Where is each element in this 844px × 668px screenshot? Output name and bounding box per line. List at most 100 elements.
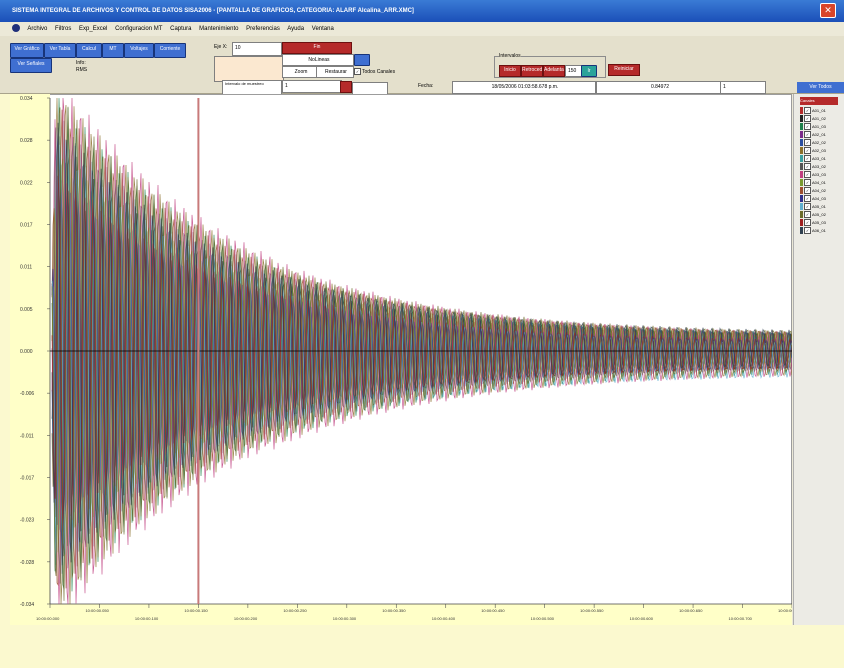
go-button[interactable]: Ir	[581, 65, 597, 77]
legend-item[interactable]: ✓ A02_01	[800, 131, 842, 139]
legend-checkbox[interactable]: ✓	[804, 203, 811, 211]
menu-item-ayuda[interactable]: Ayuda	[287, 26, 305, 32]
currents-button[interactable]: Corriente	[154, 43, 186, 58]
calc-button[interactable]: Calcul	[76, 43, 102, 58]
reset-button[interactable]: Reiniciar	[608, 64, 640, 76]
axis-filter-select[interactable]: 10	[232, 42, 282, 56]
y-tick-label: 0.000	[20, 349, 33, 355]
legend-label: A04_02	[812, 188, 826, 193]
legend-item[interactable]: ✓ A06_01	[800, 227, 842, 235]
legend-label: A06_01	[812, 228, 826, 233]
legend-checkbox[interactable]: ✓	[804, 195, 811, 203]
x-tick-label: 10:00:00.700	[729, 616, 753, 621]
restore-button[interactable]: Restaurar	[316, 66, 354, 78]
sampling-select[interactable]: 1	[282, 80, 342, 93]
view-all-button[interactable]: Ver Todos	[797, 82, 844, 93]
legend-checkbox[interactable]: ✓	[804, 139, 811, 147]
sampling-interval-field[interactable]: Intervalo de muestreo	[222, 80, 282, 95]
legend-checkbox[interactable]: ✓	[804, 211, 811, 219]
legend-item[interactable]: ✓ A05_03	[800, 219, 842, 227]
legend-checkbox[interactable]: ✓	[804, 147, 811, 155]
start-button[interactable]: Inicio	[499, 65, 521, 77]
y-tick-label: -0.034	[20, 602, 34, 608]
legend-item[interactable]: ✓ A05_02	[800, 211, 842, 219]
legend-item[interactable]: ✓ A01_03	[800, 123, 842, 131]
legend-item[interactable]: ✓ A01_02	[800, 115, 842, 123]
legend-checkbox[interactable]: ✓	[804, 179, 811, 187]
legend-item[interactable]: ✓ A03_01	[800, 155, 842, 163]
menu-item-mantenimiento[interactable]: Mantenimiento	[199, 26, 239, 32]
legend-item[interactable]: ✓ A02_03	[800, 147, 842, 155]
legend-checkbox[interactable]: ✓	[804, 163, 811, 171]
view-table-button[interactable]: Ver Tabla	[44, 43, 76, 58]
menu-item-preferencias[interactable]: Preferencias	[246, 26, 280, 32]
voltages-button[interactable]: Voltajes	[124, 43, 154, 58]
sampling-red-button[interactable]	[340, 81, 352, 93]
legend-swatch	[800, 203, 803, 210]
legend-checkbox[interactable]: ✓	[804, 227, 811, 235]
y-tick-label: 0.034	[20, 96, 33, 102]
axis-filter-label: Eje X:	[214, 44, 228, 50]
waveform-chart[interactable]: 0.034 0.028 0.022 0.017 0.011 0.005 0.000 -0.00…	[10, 94, 792, 625]
legend-checkbox[interactable]: ✓	[804, 115, 811, 123]
x-tick-label: 10:00:00.600	[630, 616, 654, 621]
y-tick-label: -0.028	[20, 560, 34, 566]
y-tick-label: -0.023	[20, 518, 34, 524]
legend-checkbox[interactable]: ✓	[804, 131, 811, 139]
legend-checkbox[interactable]: ✓	[804, 155, 811, 163]
legend-swatch	[800, 163, 803, 170]
legend-item[interactable]: ✓ A03_03	[800, 171, 842, 179]
legend-checkbox[interactable]: ✓	[804, 187, 811, 195]
all-channels-checkbox[interactable]: ✓ Todos Canales	[354, 68, 396, 75]
view-signals-button[interactable]: Ver Señales	[10, 58, 52, 73]
left-margin	[0, 94, 10, 625]
channel-select[interactable]: 1	[720, 81, 766, 94]
forward-button[interactable]: Adelantar	[543, 65, 565, 77]
legend-item[interactable]: ✓ A04_02	[800, 187, 842, 195]
legend-item[interactable]: ✓ A02_02	[800, 139, 842, 147]
menu-item-archivo[interactable]: Archivo	[27, 26, 48, 32]
legend-checkbox[interactable]: ✓	[804, 123, 811, 131]
legend-swatch	[800, 187, 803, 194]
legend-swatch	[800, 195, 803, 202]
info-value: RMS	[76, 67, 88, 73]
info-label: Info:	[76, 60, 86, 66]
x-tick-label: 10:00:00.450	[481, 608, 505, 613]
legend-swatch	[800, 131, 803, 138]
legend-checkbox[interactable]: ✓	[804, 171, 811, 179]
date-field[interactable]: 18/05/2006 01:03:58.678 p.m.	[452, 81, 596, 94]
legend-label: A05_02	[812, 212, 826, 217]
apply-icon[interactable]	[354, 54, 370, 66]
mt-button[interactable]: MT	[102, 43, 124, 58]
legend-label: A01_02	[812, 116, 826, 121]
legend-item[interactable]: ✓ A01_01	[800, 107, 842, 115]
notes-field[interactable]	[214, 56, 284, 82]
zoom-button[interactable]: Zoom	[282, 66, 318, 78]
x-tick-label: 10:00:00.200	[234, 616, 258, 621]
legend-swatch	[800, 107, 803, 114]
legend-swatch	[800, 123, 803, 130]
menu-item-configuracion[interactable]: Configuracion MT	[115, 26, 163, 32]
legend-checkbox[interactable]: ✓	[804, 219, 811, 227]
legend-label: A03_02	[812, 164, 826, 169]
menu-item-ventana[interactable]: Ventana	[311, 26, 334, 32]
close-button[interactable]: ✕	[820, 3, 836, 18]
legend-item[interactable]: ✓ A05_01	[800, 203, 842, 211]
legend-checkbox[interactable]: ✓	[804, 107, 811, 115]
menu-item-exp-excel[interactable]: Exp_Excel	[79, 26, 108, 32]
legend-item[interactable]: ✓ A04_03	[800, 195, 842, 203]
legend-item[interactable]: ✓ A04_01	[800, 179, 842, 187]
legend-item[interactable]: ✓ A03_02	[800, 163, 842, 171]
menu-item-captura[interactable]: Captura	[170, 26, 192, 32]
menu-item-filtros[interactable]: Filtros	[55, 26, 72, 32]
x-axis	[10, 604, 792, 625]
back-button[interactable]: Retroceder	[521, 65, 543, 77]
num-lines-field[interactable]: NoLineas	[282, 54, 354, 66]
x-tick-label: 10:00:00.300	[333, 616, 357, 621]
legend-swatch	[800, 139, 803, 146]
end-button[interactable]: Fin	[282, 42, 352, 54]
legend-swatch	[800, 179, 803, 186]
x-tick-label: 10:00:00.050	[85, 608, 109, 613]
value-field[interactable]: 0.84972	[596, 81, 722, 94]
view-chart-button[interactable]: Ver Gráfico	[10, 43, 44, 58]
